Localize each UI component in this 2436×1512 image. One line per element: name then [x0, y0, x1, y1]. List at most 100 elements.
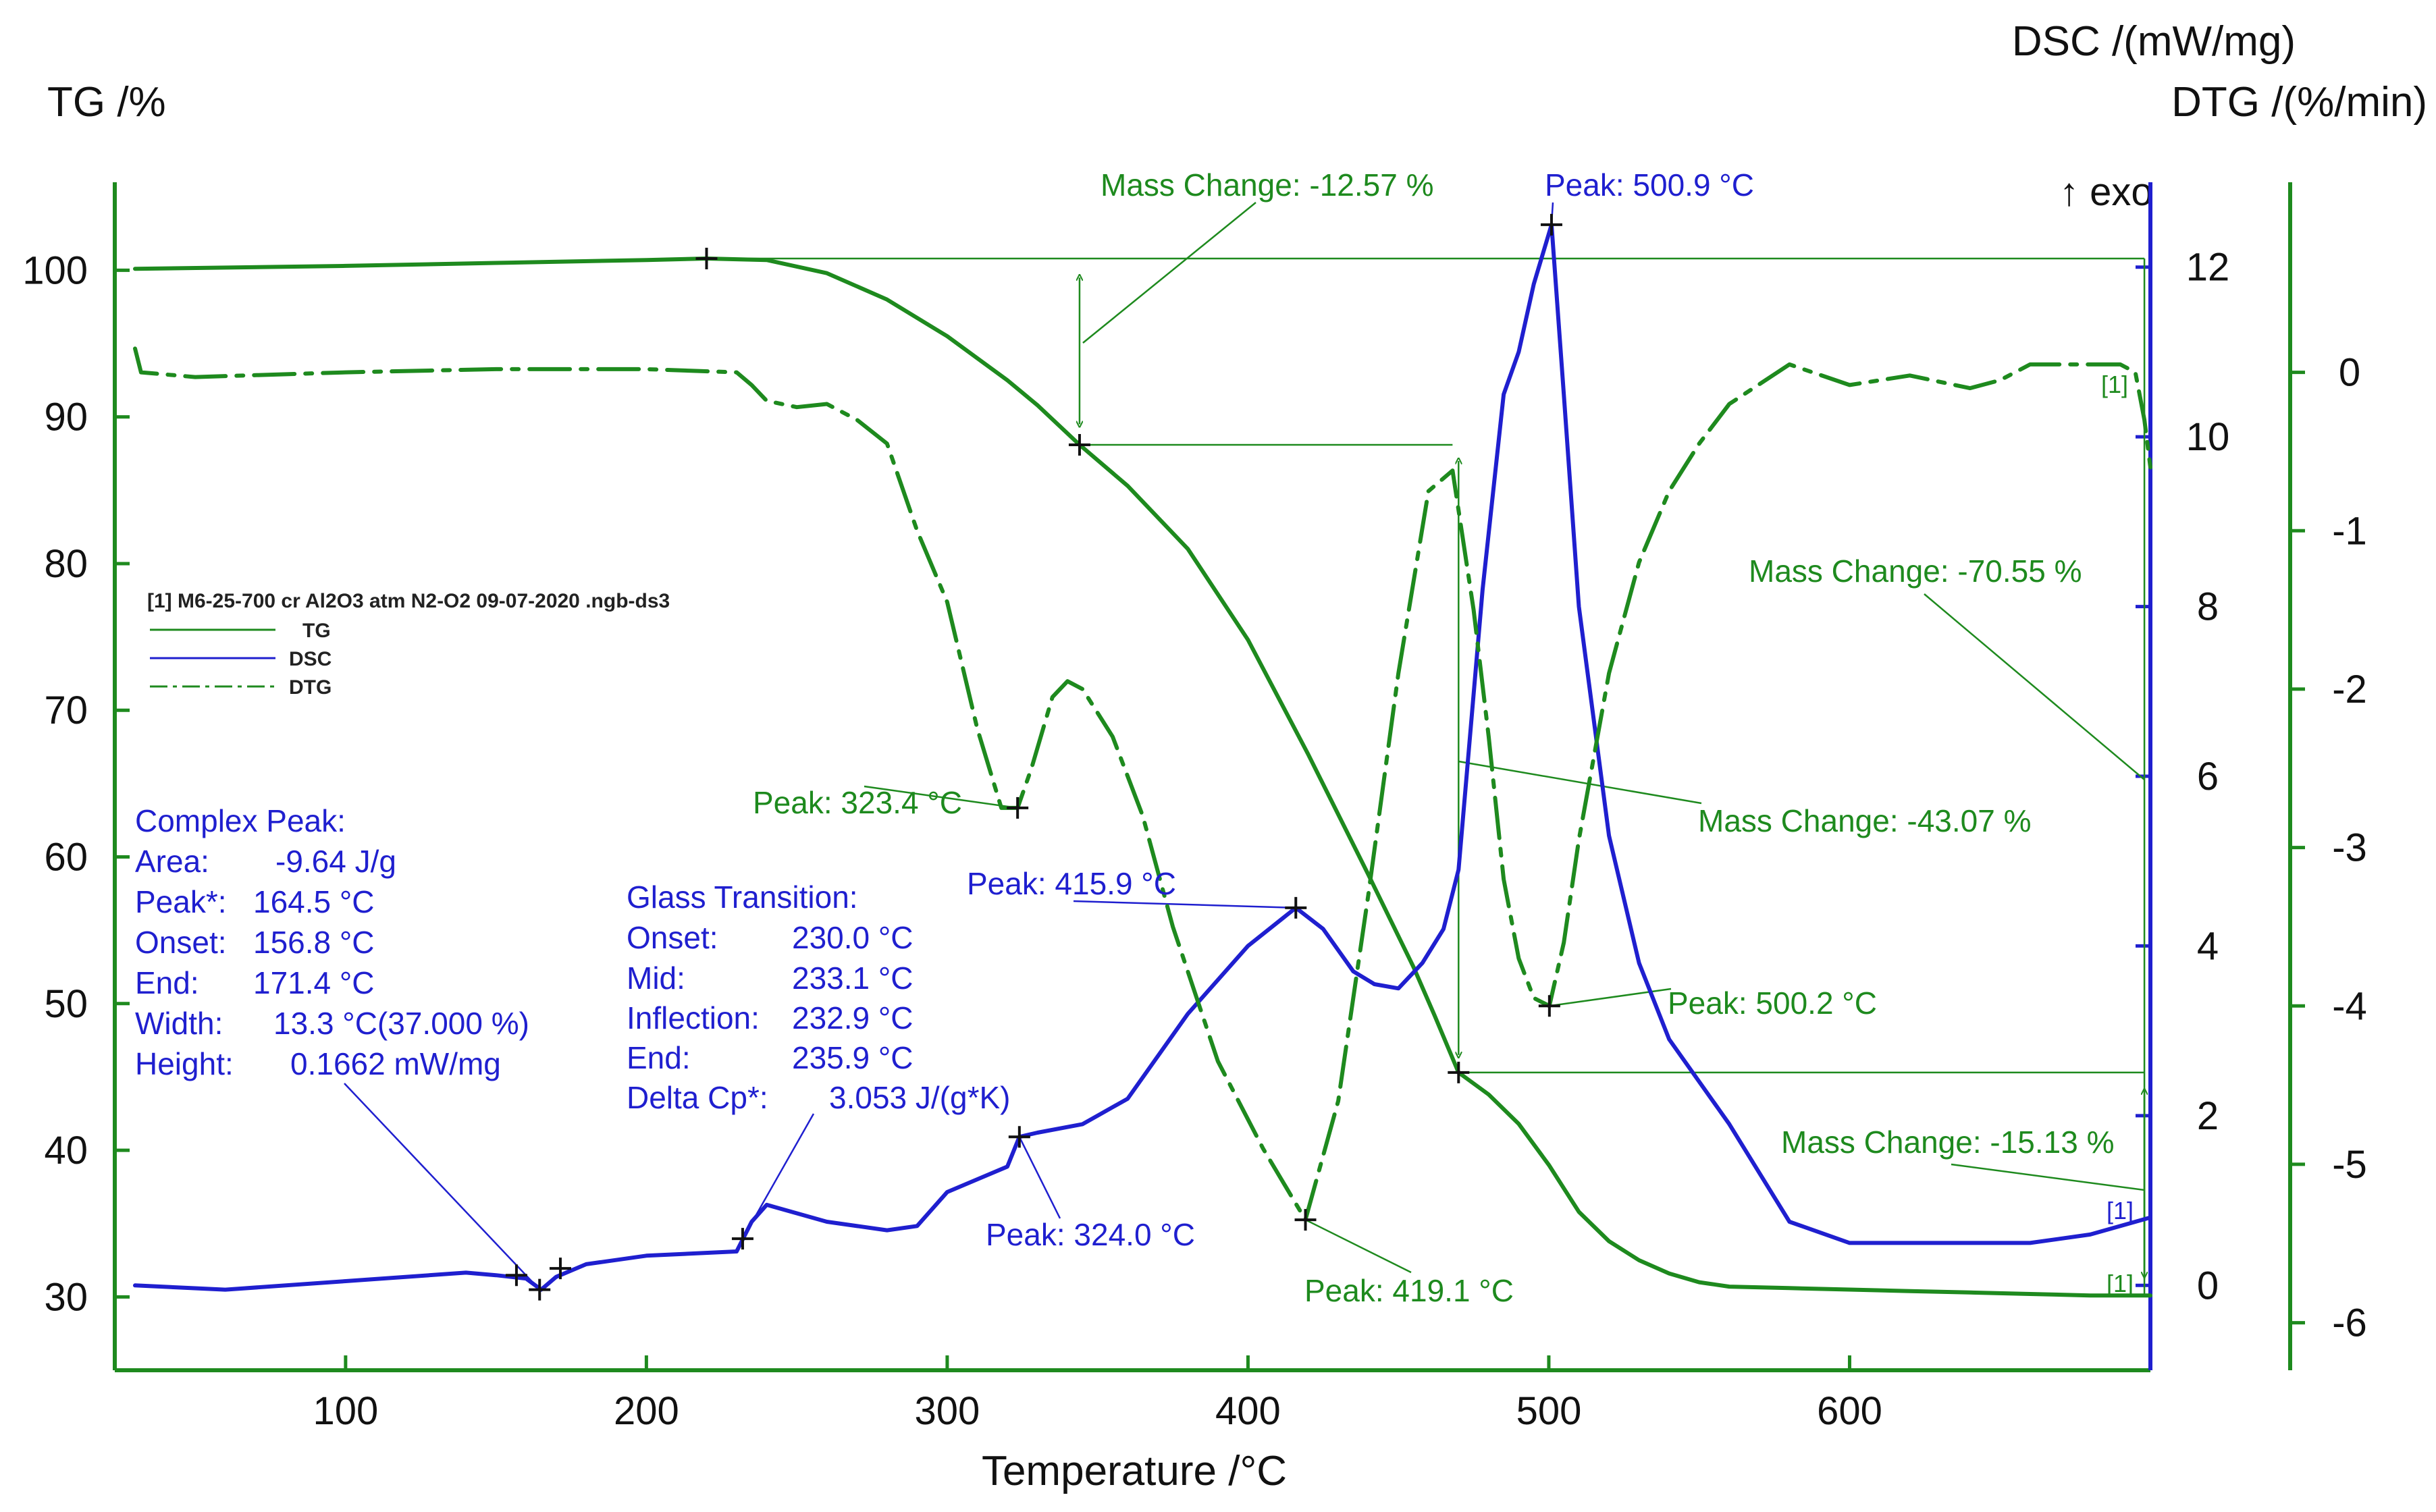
marker-dtg-323 — [1007, 796, 1029, 819]
tg-tick-label: 100 — [22, 248, 88, 292]
legend-dsc-label: DSC — [289, 648, 332, 670]
leader-mass-change-4 — [1951, 1163, 2145, 1191]
dsc-tick-label: 2 — [2197, 1094, 2219, 1138]
x-tick-label: 500 — [1516, 1389, 1582, 1433]
mass-change-label-1: Mass Change: -12.57 % — [1101, 167, 1434, 202]
marker-dtg-419 — [1294, 1209, 1317, 1231]
dsc-tick-label: 8 — [2197, 585, 2219, 629]
gt-onset-key: Onset: — [627, 920, 718, 955]
tg-tick-label: 40 — [44, 1129, 88, 1172]
complex-peak-block: Complex Peak: Area: -9.64 J/g Peak*: 164… — [135, 803, 529, 1081]
dtg-axis-title: DTG /(%/min) — [2171, 79, 2427, 126]
leader-peak-324 — [1018, 1136, 1061, 1219]
cp-width-key: Width: — [135, 1006, 223, 1041]
tg-tick-label: 60 — [44, 836, 88, 880]
marker-cp-peak — [529, 1278, 551, 1301]
marker-1-label-b: [1] — [2107, 1270, 2134, 1297]
gt-end-key: End: — [627, 1040, 691, 1075]
cp-end-key: End: — [135, 965, 199, 1000]
x-tick-label: 100 — [313, 1389, 378, 1433]
marker-dsc-500 — [1540, 213, 1562, 236]
marker-1-label-c: [1] — [2107, 1197, 2134, 1224]
leader-mass-change-1 — [1082, 202, 1256, 344]
dtg-tick-label: -3 — [2332, 826, 2367, 870]
axis-ticks: 100 200 300 400 500 6001009080706050403012108… — [22, 246, 2367, 1433]
tg-tick-label: 30 — [44, 1275, 88, 1319]
tg-axis-title: TG /% — [47, 79, 166, 126]
marker-dsc-416 — [1285, 896, 1307, 919]
dsc-tick-label: 12 — [2186, 246, 2230, 290]
mass-change-label-2: Mass Change: -70.55 % — [1749, 554, 2082, 589]
x-tick-label: 600 — [1817, 1389, 1882, 1433]
dsc-axis-title: DSC /(mW/mg) — [2012, 18, 2296, 65]
marker-cp-onset — [505, 1264, 527, 1287]
leader-peak-416 — [1073, 900, 1296, 909]
legend: [1] M6-25-700 cr Al2O3 atm N2-O2 09-07-2… — [147, 590, 670, 699]
leader-glass-transition — [753, 1113, 815, 1218]
dtg-tick-label: 0 — [2339, 351, 2360, 395]
cp-area-value: -9.64 J/g — [275, 844, 396, 879]
dsc-tick-label: 4 — [2197, 924, 2219, 968]
exo-arrow-label: ↑ exo — [2059, 170, 2153, 214]
legend-file-label: [1] M6-25-700 cr Al2O3 atm N2-O2 09-07-2… — [147, 590, 670, 612]
x-tick-label: 400 — [1215, 1389, 1281, 1433]
peak-dsc-500-label: Peak: 500.9 °C — [1545, 167, 1754, 202]
tg-tick-label: 70 — [44, 688, 88, 732]
point-markers — [505, 213, 1562, 1301]
cp-height-key: Height: — [135, 1046, 234, 1081]
leader-complex-peak — [344, 1083, 541, 1291]
series-tg — [133, 256, 2152, 1298]
dsc-tick-label: 6 — [2197, 755, 2219, 799]
series-dtg — [133, 346, 2152, 1222]
cp-peak-key: Peak*: — [135, 884, 227, 919]
marker-cp-end — [549, 1258, 571, 1280]
dtg-tick-label: -5 — [2332, 1143, 2367, 1187]
mass-change-label-4: Mass Change: -15.13 % — [1781, 1125, 2115, 1160]
glass-transition-title: Glass Transition: — [627, 880, 858, 915]
marker-tg-step1 — [1068, 433, 1090, 456]
gt-deltacp-key: Delta Cp*: — [627, 1080, 768, 1115]
gt-mid-key: Mid: — [627, 961, 685, 996]
marker-dsc-324 — [1008, 1126, 1030, 1148]
leader-peak-323 — [864, 785, 1018, 809]
gt-end-value: 235.9 °C — [792, 1040, 914, 1075]
dsc-tick-label: 0 — [2197, 1264, 2219, 1307]
tg-tick-label: 80 — [44, 542, 88, 586]
complex-peak-title: Complex Peak: — [135, 803, 346, 838]
peak-dsc-416-label: Peak: 415.9 °C — [967, 866, 1176, 901]
gt-inflection-value: 232.9 °C — [792, 1000, 914, 1035]
dtg-tick-label: -1 — [2332, 509, 2367, 553]
marker-tg-start — [695, 247, 718, 269]
cp-onset-key: Onset: — [135, 925, 227, 960]
marker-glass-transition — [731, 1228, 753, 1250]
gt-inflection-key: Inflection: — [627, 1000, 760, 1035]
marker-tg-step2 — [1448, 1061, 1470, 1083]
x-tick-label: 300 — [915, 1389, 980, 1433]
gt-onset-value: 230.0 °C — [792, 920, 914, 955]
legend-dtg-label: DTG — [289, 676, 332, 699]
dsc-tick-label: 10 — [2186, 415, 2230, 459]
peak-dtg-323-label: Peak: 323.4 °C — [753, 785, 962, 820]
marker-1-label-a: [1] — [2101, 371, 2128, 398]
cp-height-value: 0.1662 mW/mg — [290, 1046, 501, 1081]
peak-dtg-500-label: Peak: 500.2 °C — [1668, 986, 1877, 1021]
tg-tick-label: 50 — [44, 982, 88, 1026]
leader-mass-change-2 — [1924, 593, 2145, 780]
marker-dtg-500 — [1538, 995, 1560, 1017]
peak-dsc-324-label: Peak: 324.0 °C — [986, 1217, 1195, 1252]
glass-transition-block: Glass Transition: Onset: 230.0 °C Mid: 2… — [627, 880, 1010, 1115]
leader-peak-419 — [1304, 1218, 1412, 1274]
cp-end-value: 171.4 °C — [253, 965, 375, 1000]
dtg-tick-label: -4 — [2332, 984, 2367, 1028]
mass-change-label-3: Mass Change: -43.07 % — [1698, 803, 2032, 838]
cp-onset-value: 156.8 °C — [253, 925, 375, 960]
cp-area-key: Area: — [135, 844, 209, 879]
dtg-tick-label: -2 — [2332, 668, 2367, 711]
cp-peak-value: 164.5 °C — [253, 884, 375, 919]
gt-deltacp-value: 3.053 J/(g*K) — [829, 1080, 1010, 1115]
dtg-tick-label: -6 — [2332, 1301, 2367, 1345]
x-axis-title: Temperature /°C — [982, 1448, 1287, 1494]
legend-tg-label: TG — [302, 620, 331, 642]
cp-width-value: 13.3 °C(37.000 %) — [273, 1006, 529, 1041]
